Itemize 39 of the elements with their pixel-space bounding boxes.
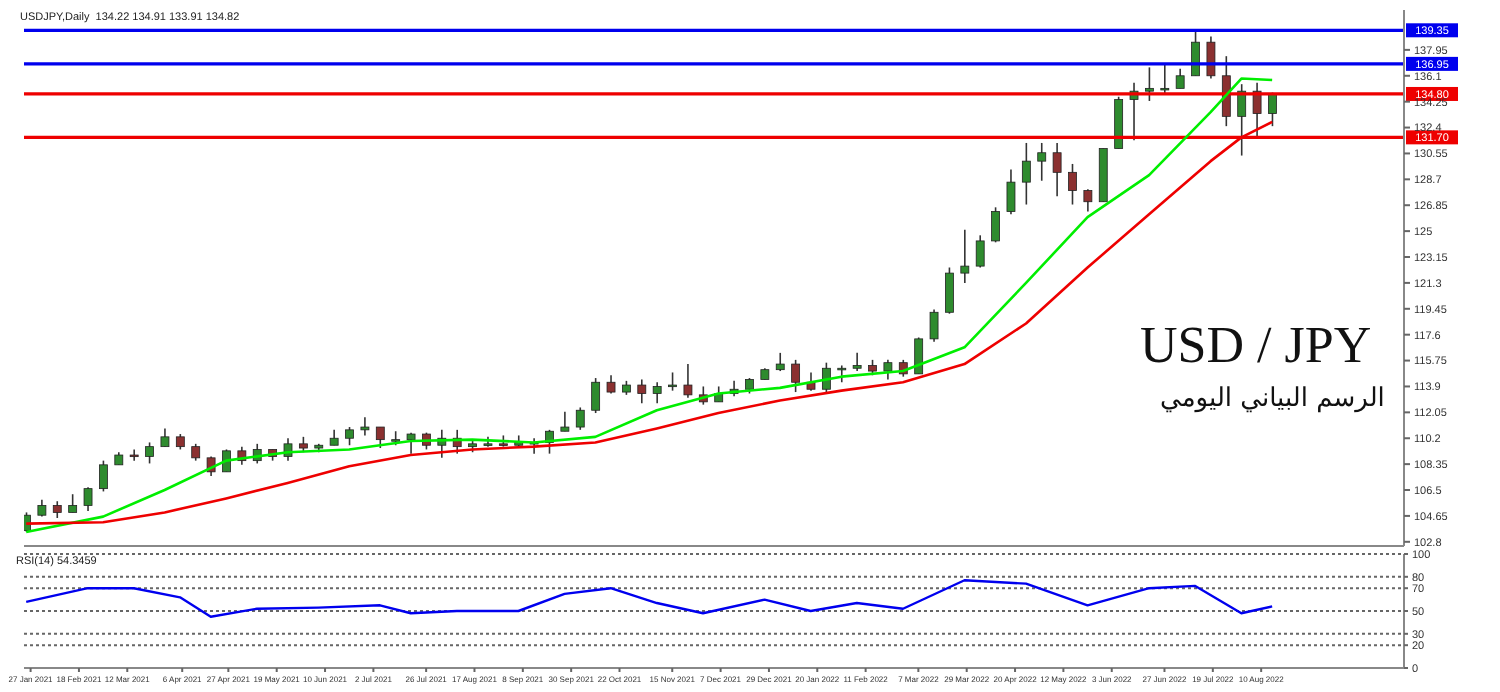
candlestick	[560, 410, 570, 433]
candlestick	[1175, 67, 1185, 90]
candlestick	[1145, 66, 1154, 102]
candlestick	[83, 486, 93, 512]
candlestick	[360, 416, 370, 437]
candlestick	[652, 381, 662, 405]
candlestick	[683, 363, 693, 399]
candlestick	[960, 228, 970, 284]
candlestick	[637, 378, 647, 405]
candlestick	[375, 426, 385, 449]
candlestick	[668, 371, 677, 392]
candlestick	[1037, 142, 1047, 182]
candlestick	[821, 361, 831, 393]
candlestick	[129, 448, 139, 462]
candlestick	[991, 206, 1000, 244]
candlestick	[1068, 163, 1077, 206]
candlestick	[945, 266, 954, 315]
candlestick	[591, 377, 601, 414]
candlestick	[1206, 35, 1216, 80]
candlestick	[68, 493, 78, 514]
candlestick	[1006, 168, 1016, 216]
candlestick	[975, 234, 985, 269]
candlestick	[160, 427, 170, 448]
line-series	[25, 579, 1274, 618]
candlestick	[791, 359, 801, 393]
candlestick	[99, 459, 108, 493]
annotation: USD / JPY	[1140, 316, 1372, 376]
candlestick	[914, 336, 924, 375]
candlestick	[345, 426, 354, 447]
candlestick	[852, 352, 862, 372]
annotation: الرسم البياني اليومي	[1160, 384, 1385, 414]
candlestick	[1052, 142, 1062, 197]
candlestick	[575, 406, 585, 431]
candlestick	[1160, 62, 1170, 95]
candlestick	[929, 308, 939, 343]
candlestick	[1083, 188, 1093, 213]
candlestick	[1021, 142, 1031, 206]
candlestick	[145, 441, 154, 465]
candlestick	[775, 352, 785, 372]
